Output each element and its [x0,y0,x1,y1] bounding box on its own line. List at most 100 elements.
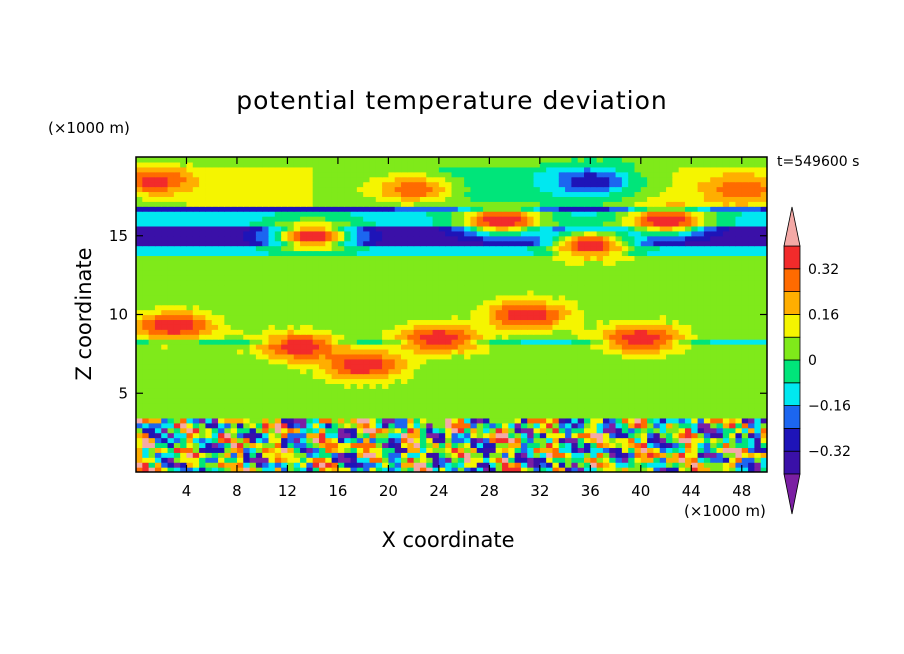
field-cell [293,309,301,316]
field-cell [760,373,767,380]
field-cell [230,457,238,463]
field-cell [703,235,711,242]
field-cell [495,280,503,286]
field-cell [716,304,724,311]
field-cell [224,398,232,404]
field-cell [596,408,604,414]
field-cell [211,452,219,458]
field-cell [167,344,175,350]
field-cell [337,299,345,306]
field-cell [167,467,175,472]
field-cell [186,334,194,340]
field-cell [489,304,497,311]
field-cell [691,353,699,360]
field-cell [501,319,509,325]
field-cell [268,368,276,375]
field-cell [659,417,667,424]
field-cell [318,324,326,330]
field-cell [413,422,421,429]
field-cell [249,294,257,301]
field-cell [186,422,194,429]
field-cell [596,294,604,301]
field-cell [501,388,509,394]
field-cell [596,304,604,311]
field-cell [672,240,680,247]
field-cell [154,304,162,311]
field-cell [590,452,598,458]
field-cell [483,240,490,247]
field-cell [356,388,364,394]
field-cell [199,240,207,247]
field-cell [640,280,648,286]
field-cell [211,235,219,242]
field-cell [205,294,213,301]
field-cell [413,344,421,350]
field-cell [470,299,478,306]
field-cell [495,353,503,360]
field-cell [729,314,737,321]
field-cell [653,368,661,375]
field-cell [710,334,718,340]
field-cell [199,363,207,370]
field-cell [703,462,711,468]
field-cell [678,284,686,291]
field-cell [754,255,762,261]
field-cell [161,275,169,281]
field-cell [615,324,623,330]
field-cell [552,284,560,291]
field-cell [350,304,358,311]
field-cell [533,378,541,384]
field-cell [666,225,673,232]
field-cell [476,280,484,286]
field-cell [577,427,585,434]
field-cell [634,344,642,350]
field-cell [697,447,705,453]
field-cell [628,442,636,448]
field-cell [262,299,270,306]
field-cell [634,309,642,316]
field-cell [558,408,566,414]
field-cell [729,388,737,394]
field-cell [729,447,737,453]
field-cell [666,270,673,276]
field-cell [331,393,339,399]
field-cell [218,427,225,434]
field-cell [426,353,434,360]
field-cell [470,373,478,380]
field-cell [640,324,648,330]
field-cell [173,363,181,370]
field-cell [527,250,535,257]
field-cell [552,309,560,316]
field-cell [218,280,225,286]
field-cell [628,225,636,232]
field-cell [281,373,289,380]
field-cell [445,462,453,468]
field-cell [710,275,718,281]
field-cell [293,368,301,375]
field-cell [243,408,251,414]
field-cell [211,398,219,404]
field-cell [180,422,188,429]
field-cell [634,225,642,232]
field-cell [741,403,749,409]
field-cell [394,265,402,271]
field-cell [647,432,655,439]
field-cell [565,324,572,330]
field-cell [243,294,251,301]
field-cell [199,309,207,316]
field-cell [167,373,175,380]
field-cell [382,240,389,247]
field-cell [451,437,459,444]
field-cell [173,348,181,355]
field-cell [142,432,150,439]
field-cell [249,417,257,424]
field-cell [445,412,453,419]
field-cell [590,427,598,434]
field-cell [697,284,705,291]
field-cell [186,412,194,419]
field-cell [306,363,314,370]
field-cell [312,344,320,350]
field-cell [546,284,554,291]
field-cell [710,284,718,291]
field-cell [243,422,251,429]
